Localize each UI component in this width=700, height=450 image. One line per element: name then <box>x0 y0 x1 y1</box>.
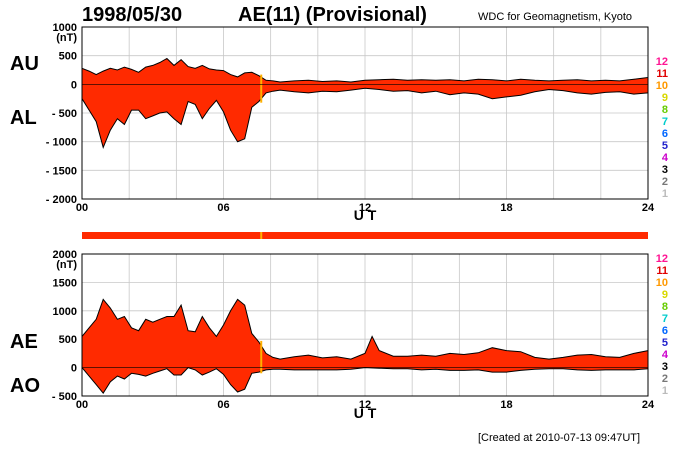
y-tick-label: 1000 <box>53 22 77 34</box>
series-line-ae <box>81 298 649 360</box>
hour-scale-label: 6 <box>662 325 668 337</box>
y-tick-label: 2000 <box>53 249 77 261</box>
y-tick-label: - 2000 <box>46 194 77 206</box>
x-tick-label: 06 <box>217 399 229 411</box>
y-tick-label: - 1500 <box>46 165 77 177</box>
y-tick-label: 0 <box>71 79 77 91</box>
hour-scale-label: 12 <box>656 253 668 265</box>
coverage-bar <box>82 232 648 239</box>
side-label-al: AL <box>10 107 37 129</box>
y-tick-label: 1000 <box>53 306 77 318</box>
plot-frame <box>81 26 649 200</box>
series-line-al <box>81 87 649 149</box>
hour-scale-label: 4 <box>662 349 669 361</box>
hour-scale-label: 1 <box>662 385 668 397</box>
y-tick-label: - 1000 <box>46 137 77 149</box>
hour-scale-label: 12 <box>656 56 668 68</box>
area-fill-ae-ao <box>82 299 648 394</box>
hour-scale-label: 7 <box>662 313 668 325</box>
hour-scale-label: 4 <box>662 152 669 164</box>
y-unit-label: (nT) <box>56 259 77 271</box>
x-tick-label: 06 <box>217 202 229 214</box>
hour-scale-label: 11 <box>656 265 668 277</box>
y-unit-label: (nT) <box>56 32 77 44</box>
hour-scale-label: 9 <box>662 289 668 301</box>
x-tick-label: 18 <box>500 202 512 214</box>
series-line-au <box>81 57 649 83</box>
y-tick-label: 0 <box>71 363 77 375</box>
x-tick-label: 18 <box>500 399 512 411</box>
y-tick-label: 500 <box>59 51 77 63</box>
hour-scale-label: 8 <box>662 104 668 116</box>
hour-scale-label: 5 <box>662 337 668 349</box>
side-label-ao: AO <box>10 375 40 397</box>
hour-scale-label: 2 <box>662 176 668 188</box>
hour-scale-label: 1 <box>662 188 668 200</box>
x-tick-label: 24 <box>642 202 655 214</box>
x-axis-label: U T <box>354 207 377 223</box>
side-label-au: AU <box>10 53 39 75</box>
series-line-ao <box>81 367 649 395</box>
date-label: 1998/05/30 <box>82 4 183 26</box>
x-tick-label: 00 <box>76 202 88 214</box>
area-fill-au-al <box>82 58 648 148</box>
hour-scale-label: 8 <box>662 301 668 313</box>
hour-scale-label: 3 <box>662 164 668 176</box>
hour-scale-label: 2 <box>662 373 668 385</box>
x-tick-label: 24 <box>642 399 655 411</box>
plot-frame <box>81 253 649 397</box>
y-tick-label: - 500 <box>52 391 77 403</box>
hour-scale-label: 7 <box>662 116 668 128</box>
y-tick-label: 1500 <box>53 277 77 289</box>
chart-title: AE(11) (Provisional) <box>238 4 427 26</box>
x-tick-label: 12 <box>359 399 371 411</box>
hour-scale-label: 6 <box>662 128 668 140</box>
creation-timestamp: [Created at 2010-07-13 09:47UT] <box>478 432 641 444</box>
x-axis-label: U T <box>354 405 377 421</box>
y-tick-label: - 500 <box>52 108 77 120</box>
data-source-label: WDC for Geomagnetism, Kyoto <box>478 11 633 23</box>
hour-scale-label: 5 <box>662 140 668 152</box>
side-label-ae: AE <box>10 331 38 353</box>
x-tick-label: 00 <box>76 399 88 411</box>
hour-scale-label: 10 <box>656 80 668 92</box>
hour-scale-label: 9 <box>662 92 668 104</box>
hour-scale-label: 3 <box>662 361 668 373</box>
y-tick-label: 500 <box>59 334 77 346</box>
x-tick-label: 12 <box>359 202 371 214</box>
hour-scale-label: 10 <box>656 277 668 289</box>
hour-scale-label: 11 <box>656 68 668 80</box>
